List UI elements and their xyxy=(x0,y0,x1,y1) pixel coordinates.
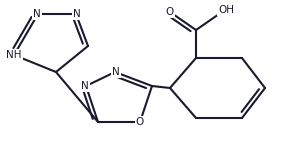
Text: N: N xyxy=(73,9,81,19)
Text: N: N xyxy=(112,67,120,77)
Text: O: O xyxy=(136,117,144,127)
Text: N: N xyxy=(33,9,41,19)
Text: NH: NH xyxy=(6,50,22,60)
Text: O: O xyxy=(166,7,174,17)
Text: OH: OH xyxy=(218,5,234,15)
Text: N: N xyxy=(81,81,89,91)
